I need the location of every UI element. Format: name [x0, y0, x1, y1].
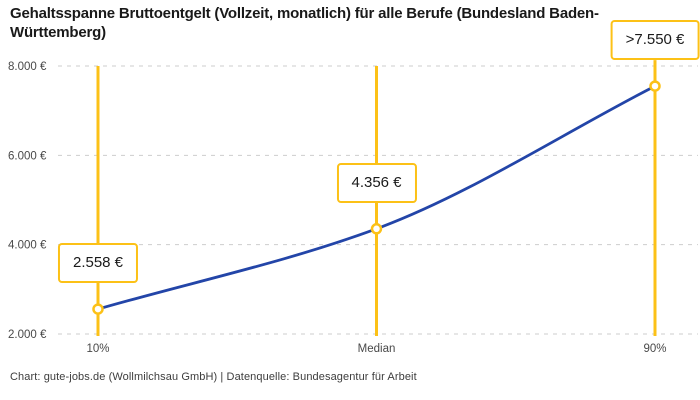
x-axis-label: 10% [86, 343, 109, 355]
value-label: >7.550 € [610, 20, 700, 61]
y-axis-label: 6.000 € [8, 150, 47, 162]
x-axis-label: 90% [643, 343, 666, 355]
data-point-marker [92, 303, 104, 315]
attribution-note: Chart: gute-jobs.de (Wollmilchsau GmbH) … [10, 371, 417, 383]
value-label: 2.558 € [57, 243, 139, 284]
value-label: 4.356 € [336, 162, 417, 203]
chart-title: Gehaltsspanne Bruttoentgelt (Vollzeit, m… [10, 5, 599, 41]
data-point-marker [370, 223, 383, 235]
x-axis-label: Median [358, 343, 396, 355]
y-axis-label: 4.000 € [8, 240, 47, 252]
data-point-marker [649, 80, 661, 92]
y-axis-label: 8.000 € [8, 61, 47, 73]
y-axis-label: 2.000 € [8, 329, 47, 341]
